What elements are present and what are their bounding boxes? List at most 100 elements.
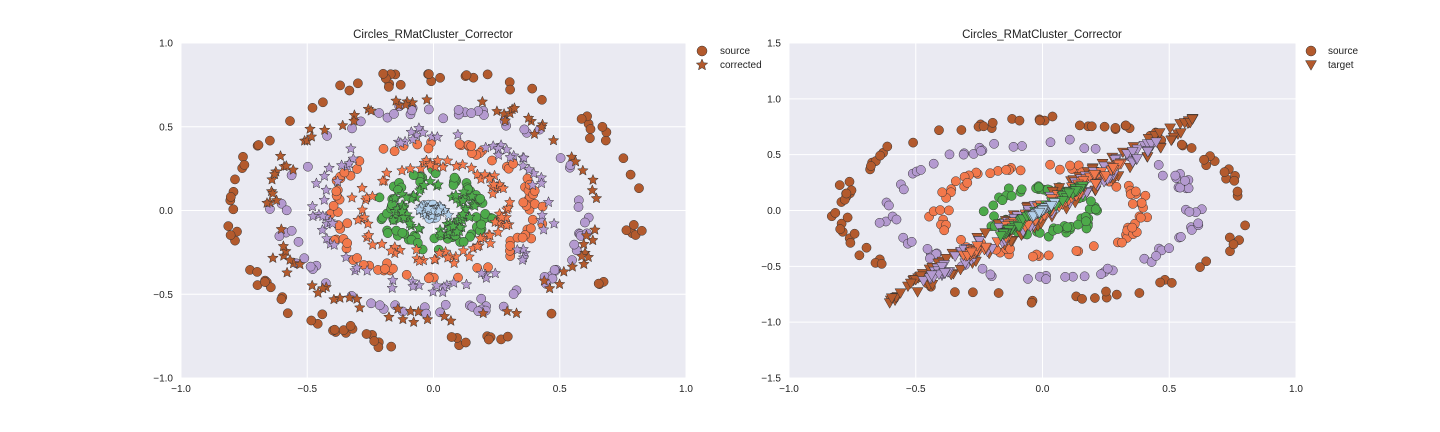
legend: source target [1305, 45, 1358, 71]
scatter-point-source [454, 139, 465, 150]
scatter-point-source [891, 214, 902, 225]
scatter-point-target [911, 287, 924, 298]
scatter-point-source [374, 192, 385, 203]
scatter-point-corrected [526, 178, 539, 191]
scatter-point-source [253, 140, 264, 150]
scatter-point-corrected [274, 149, 287, 162]
scatter-point-source [1015, 165, 1026, 176]
legend-source-marker [696, 45, 708, 57]
scatter-point-corrected [442, 208, 455, 221]
legend-target-label: target [1328, 60, 1354, 71]
scatter-point-corrected [441, 251, 454, 263]
scatter-point-source [1047, 111, 1058, 122]
scatter-point-source [483, 334, 494, 345]
scatter-point-source [585, 124, 596, 134]
scatter-point-source [1176, 139, 1187, 150]
chart-title: Circles_RMatCluster_Corrector [353, 29, 513, 41]
scatter-point-corrected [434, 227, 447, 240]
scatter-point-source [460, 337, 471, 348]
scatter-point-source [1065, 160, 1075, 171]
scatter-point-source [353, 78, 363, 89]
scatter-point-source [1033, 182, 1044, 193]
scatter-point-corrected [344, 142, 357, 154]
scatter-point-source [908, 137, 918, 148]
scatter-point-source [569, 239, 580, 250]
scatter-point-source [329, 324, 340, 335]
scatter-point-source [1034, 228, 1045, 238]
scatter-point-source [621, 225, 632, 236]
scatter-point-source [950, 287, 960, 297]
scatter-point-source [882, 141, 893, 152]
scatter-point-source [1028, 251, 1038, 262]
scatter-point-source [1164, 243, 1174, 254]
scatter-point-corrected [410, 243, 423, 255]
x-tick-label: 0.0 [1036, 384, 1050, 395]
scatter-point-source [636, 225, 647, 236]
scatter-point-corrected [433, 247, 446, 259]
scatter-point-source [378, 143, 389, 154]
scatter-point-corrected [542, 196, 555, 208]
scatter-point-source [423, 273, 434, 284]
scatter-point-source [1045, 159, 1055, 170]
scatter-point-source [1170, 170, 1181, 181]
scatter-point-source [380, 264, 390, 274]
scatter-point-source [1090, 143, 1101, 154]
scatter-point-source [1006, 191, 1017, 201]
scatter-point-source [1136, 198, 1147, 208]
scatter-point-target [1174, 128, 1187, 139]
scatter-point-source [389, 109, 399, 119]
scatter-point-source [347, 123, 357, 134]
scatter-point-source [989, 138, 999, 149]
scatter-point-source [997, 195, 1008, 206]
legend-item-corrected: corrected [695, 58, 762, 71]
y-tick-labels: −1.5 −1.0 −0.5 0.0 0.5 1.0 1.5 [761, 39, 781, 385]
x-tick-labels: −1.0 −0.5 0.0 0.5 1.0 [779, 384, 1303, 395]
scatter-point-source [1102, 263, 1113, 274]
scatter-point-source [1193, 218, 1204, 229]
scatter-point-corrected [465, 161, 478, 174]
scatter-point-source [985, 168, 996, 179]
scatter-point-corrected [586, 184, 599, 196]
scatter-point-source [1176, 232, 1186, 242]
scatter-point-source [1045, 137, 1056, 148]
scatter-point-corrected [306, 200, 319, 212]
scatter-point-source [526, 223, 536, 234]
scatter-point-target [1186, 114, 1199, 126]
scatter-point-source [600, 135, 611, 146]
legend-corrected-marker [695, 58, 709, 71]
scatter-point-corrected [569, 155, 582, 167]
scatter-point-corrected [452, 128, 464, 140]
scatter-point-source [898, 184, 909, 195]
scatter-point-source [286, 225, 297, 236]
scatter-point-corrected [386, 274, 399, 286]
scatter-point-corrected [492, 226, 504, 238]
scatter-point-source [238, 151, 248, 162]
legend-item-source: source [1305, 45, 1358, 57]
scatter-point-source [1090, 293, 1100, 303]
scatter-point-corrected [421, 313, 434, 325]
scatter-point-source [449, 172, 460, 183]
scatter-point-source [423, 143, 434, 154]
scatter-point-corrected [535, 177, 548, 189]
scatter-point-source [435, 72, 445, 83]
scatter-point-corrected [415, 162, 427, 174]
scatter-point-corrected [340, 251, 352, 263]
scatter-point-source [318, 97, 328, 108]
scatter-point-corrected [417, 126, 429, 138]
scatter-point-source [276, 294, 287, 305]
scatter-point-corrected [489, 267, 502, 279]
scatter-point-corrected [391, 302, 404, 314]
scatter-point-corrected [537, 223, 550, 235]
scatter-point-source [845, 238, 856, 248]
scatter-point-corrected [312, 286, 324, 298]
scatter-point-source [1096, 269, 1106, 280]
scatter-point-corrected [396, 205, 409, 217]
scatter-point-source [555, 153, 566, 163]
scatter-point-corrected [366, 238, 379, 250]
scatter-point-source [1041, 274, 1051, 285]
scatter-point-corrected [350, 261, 363, 274]
scatter-point-source [634, 183, 644, 194]
scatter-point-corrected [343, 157, 356, 169]
scatter-point-corrected [316, 209, 329, 222]
scatter-point-source [841, 188, 852, 199]
